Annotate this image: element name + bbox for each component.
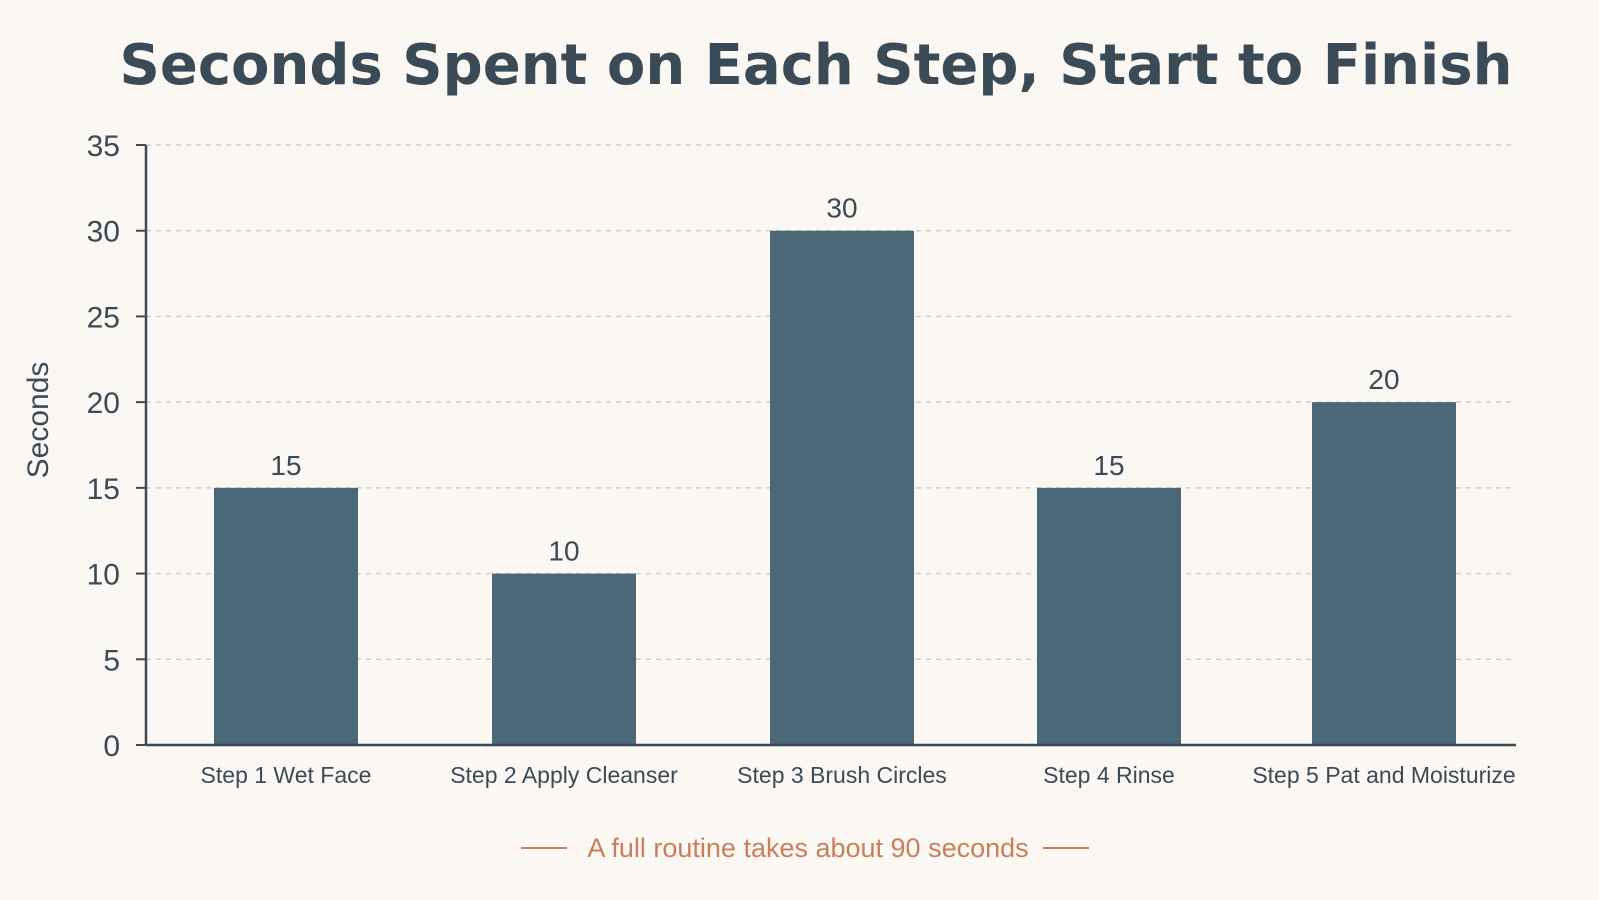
y-tick-label: 35 — [87, 130, 120, 163]
value-label: 10 — [548, 536, 579, 567]
gridlines — [146, 144, 1516, 661]
bar — [770, 230, 914, 745]
x-category-label: Step 5 Pat and Moisturize — [1252, 762, 1515, 788]
value-labels: 15 10 30 15 20 — [270, 193, 1399, 567]
y-tick-label: 0 — [103, 730, 120, 763]
x-category-label: Step 3 Brush Circles — [737, 762, 947, 788]
value-label: 15 — [270, 450, 301, 481]
y-tick-label: 10 — [87, 559, 120, 592]
x-category-label: Step 1 Wet Face — [201, 762, 372, 788]
x-category-label: Step 2 Apply Cleanser — [450, 762, 678, 788]
bars — [214, 230, 1456, 745]
x-category-labels: Step 1 Wet Face Step 2 Apply Cleanser Step… — [201, 762, 1516, 788]
bar — [1312, 402, 1456, 745]
y-tick-labels: 0 5 10 15 20 25 30 35 — [87, 130, 146, 763]
y-tick-label: 20 — [87, 387, 120, 420]
y-tick-label: 25 — [87, 301, 120, 334]
annotation-text: A full routine takes about 90 seconds — [587, 833, 1028, 863]
bar — [1037, 487, 1181, 745]
value-label: 20 — [1368, 364, 1399, 395]
chart-title: Seconds Spent on Each Step, Start to Fin… — [120, 33, 1513, 98]
y-tick-label: 15 — [87, 473, 120, 506]
bar — [492, 573, 636, 745]
value-label: 30 — [826, 193, 857, 224]
y-tick-label: 30 — [87, 216, 120, 249]
bar — [214, 487, 358, 745]
y-axis-title: Seconds — [22, 362, 55, 479]
value-label: 15 — [1093, 450, 1124, 481]
y-tick-label: 5 — [103, 644, 120, 677]
x-category-label: Step 4 Rinse — [1043, 762, 1175, 788]
